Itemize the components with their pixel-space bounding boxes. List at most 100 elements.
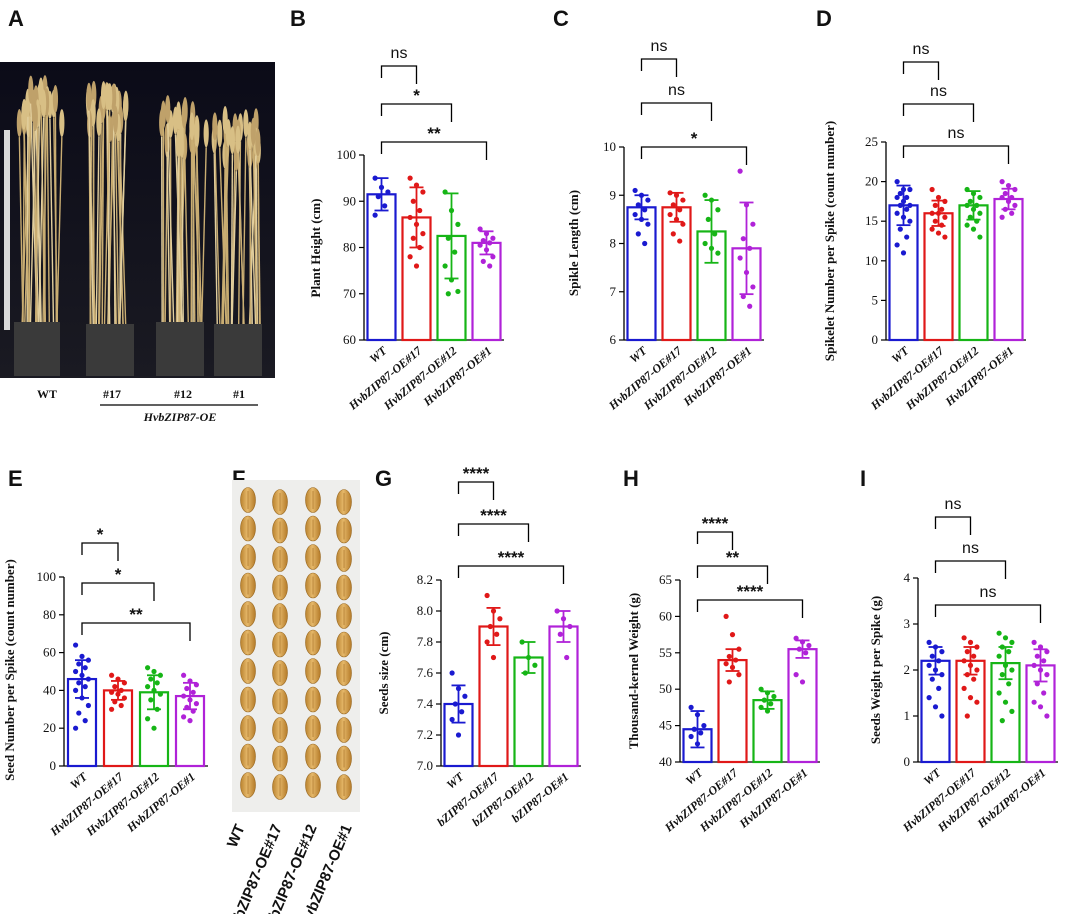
tiller-stem <box>249 168 252 331</box>
data-point <box>85 676 91 682</box>
data-point <box>926 695 932 701</box>
y-tick-label: 100 <box>37 569 57 584</box>
y-tick-label: 0 <box>904 754 911 769</box>
tiller-stem <box>174 134 183 331</box>
data-point <box>796 646 802 652</box>
y-tick-label: 7.4 <box>417 696 434 711</box>
data-point <box>999 718 1005 724</box>
bar <box>993 197 1024 342</box>
data-point <box>971 676 977 682</box>
tiller-stem <box>230 154 234 331</box>
y-tick-label: 8.2 <box>417 572 433 587</box>
data-point <box>904 234 910 240</box>
y-tick-label: 2 <box>904 662 911 677</box>
data-point <box>445 235 451 241</box>
spike-head <box>203 119 209 148</box>
data-point <box>477 242 483 248</box>
data-point <box>942 234 948 240</box>
data-point <box>1044 672 1050 678</box>
data-point <box>181 693 187 699</box>
plant-tillers <box>16 75 261 331</box>
significance-label: **** <box>702 514 729 533</box>
pot-1 <box>214 324 262 376</box>
significance-bracket <box>380 141 488 160</box>
y-tick-label: 100 <box>337 147 357 162</box>
spike-head <box>59 109 65 138</box>
y-tick-label: 40 <box>659 754 672 769</box>
tiller-stem <box>224 134 228 331</box>
data-point <box>642 240 648 247</box>
data-point <box>145 716 151 722</box>
tiller-stem <box>249 149 257 331</box>
tiller-stem <box>38 117 45 331</box>
y-axis-label: Thousand-kernel Weight (g) <box>626 593 641 750</box>
data-point <box>688 704 694 711</box>
spike-head <box>165 95 171 124</box>
plant-photo <box>0 62 275 378</box>
data-point <box>1006 649 1012 655</box>
data-point <box>932 202 938 208</box>
y-tick-label: 4 <box>904 570 911 585</box>
data-point <box>459 709 465 715</box>
tiller-stem <box>92 127 96 331</box>
data-point <box>564 654 570 661</box>
photo-label-1: #1 <box>233 387 245 401</box>
data-point <box>413 263 420 269</box>
data-point <box>967 639 974 646</box>
data-point <box>926 662 932 669</box>
data-point <box>961 635 967 641</box>
tiller-stem <box>112 111 116 331</box>
data-point <box>799 679 806 685</box>
data-point <box>407 175 413 181</box>
data-point <box>407 214 413 221</box>
data-point <box>977 210 983 216</box>
data-point <box>723 661 729 667</box>
data-point <box>935 230 942 236</box>
bar <box>787 648 818 764</box>
data-point <box>894 242 900 248</box>
data-point <box>1002 190 1008 197</box>
data-point <box>750 284 756 290</box>
y-tick-label: 8.0 <box>417 603 433 618</box>
data-point <box>750 221 756 227</box>
spike-head <box>96 108 102 137</box>
significance-label: ns <box>945 496 962 513</box>
data-point <box>936 658 942 664</box>
tiller-stem <box>183 128 190 331</box>
significance-bracket <box>902 61 940 80</box>
data-point <box>490 235 496 241</box>
data-point <box>964 649 970 655</box>
y-tick-label: 20 <box>865 174 878 189</box>
data-point <box>747 303 753 309</box>
significance-label: ** <box>427 124 441 143</box>
data-point <box>490 654 497 661</box>
panel-letter: C <box>553 6 569 31</box>
y-tick-label: 50 <box>659 681 672 696</box>
data-point <box>487 623 493 630</box>
data-point <box>497 616 503 622</box>
data-point <box>964 713 970 719</box>
bar <box>471 241 502 342</box>
significance-bracket <box>457 523 530 542</box>
tiller-stem <box>54 112 57 331</box>
significance-label: ns <box>651 38 668 55</box>
significance-label: ns <box>391 45 408 62</box>
data-point <box>803 650 809 656</box>
measuring-stick <box>4 130 10 330</box>
data-point <box>680 197 686 203</box>
data-point <box>442 263 448 269</box>
data-point <box>897 202 903 208</box>
data-point <box>715 250 721 256</box>
tiller-stem <box>46 114 51 331</box>
data-point <box>73 687 79 694</box>
data-point <box>939 206 945 212</box>
spike-head <box>229 126 235 155</box>
spike-head <box>222 106 228 135</box>
data-point <box>935 194 942 201</box>
data-point <box>73 668 79 675</box>
data-point <box>154 680 160 686</box>
data-point <box>118 702 124 709</box>
y-tick-label: 25 <box>865 134 878 149</box>
data-point <box>487 263 493 269</box>
